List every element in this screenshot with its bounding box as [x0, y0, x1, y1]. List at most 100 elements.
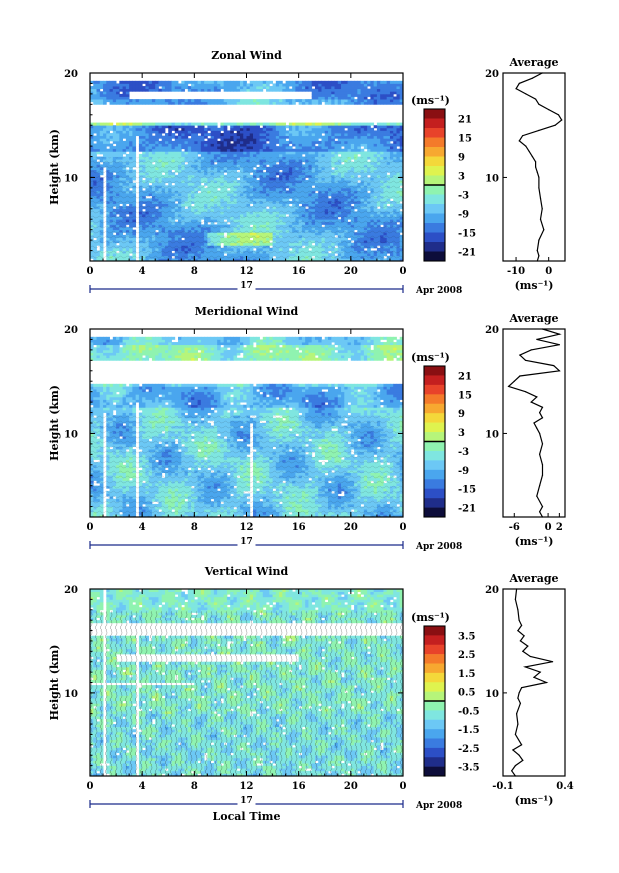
heatmap-cell [230, 143, 234, 147]
heatmap-cell [184, 80, 189, 84]
heatmap-cell [197, 101, 202, 105]
heatmap-cell [292, 133, 296, 137]
heatmap-cell [223, 86, 228, 90]
heatmap-cell [266, 146, 270, 150]
heatmap-cell [341, 135, 345, 139]
heatmap-cell [282, 125, 287, 129]
heatmap-cell [184, 143, 189, 147]
heatmap-cell [308, 148, 313, 152]
heatmap-cell [295, 140, 300, 144]
heatmap-cell [93, 86, 97, 90]
heatmap-cell [119, 143, 123, 147]
heatmap-cell [174, 125, 179, 129]
heatmap-cell [125, 130, 130, 134]
heatmap-cell [200, 140, 205, 144]
heatmap-cell [233, 101, 238, 105]
heatmap-cell [194, 138, 198, 142]
heatmap-cell [171, 86, 176, 90]
heatmap-cell [246, 127, 251, 131]
heatmap-cell [256, 99, 260, 103]
heatmap-cell [230, 146, 234, 150]
heatmap-cell [233, 153, 238, 157]
heatmap-cell [350, 151, 355, 155]
heatmap-cell [314, 138, 319, 142]
heatmap-cell [145, 138, 150, 142]
heatmap-cell [321, 122, 326, 126]
heatmap-cell [295, 138, 300, 142]
heatmap-cell [164, 83, 169, 87]
heatmap-cell [301, 138, 306, 142]
heatmap-cell [233, 151, 238, 155]
heatmap-cell [116, 83, 120, 87]
heatmap-cell [106, 133, 110, 137]
heatmap-cell [243, 99, 247, 103]
heatmap-cell [122, 148, 127, 152]
heatmap-cell [135, 83, 140, 87]
heatmap-cell [314, 93, 319, 97]
heatmap-cell [347, 93, 352, 97]
heatmap-cell [119, 83, 123, 87]
heatmap-cell [207, 146, 212, 150]
heatmap-cell [360, 153, 365, 157]
heatmap-cell [155, 101, 159, 105]
heatmap-cell [246, 88, 251, 92]
heatmap-cell [341, 125, 345, 129]
heatmap-cell [262, 153, 267, 157]
heatmap-cell [337, 83, 342, 87]
heatmap-cell [96, 99, 101, 103]
heatmap-cell [292, 135, 296, 139]
heatmap-cell [191, 130, 195, 134]
heatmap-cell [213, 151, 218, 155]
heatmap-cell [223, 133, 228, 137]
heatmap-cell [350, 127, 355, 131]
heatmap-cell [148, 138, 153, 142]
heatmap-cell [314, 130, 319, 134]
heatmap-cell [350, 86, 355, 90]
heatmap-cell [334, 88, 339, 92]
heatmap-cell [220, 122, 225, 126]
heatmap-cell [347, 88, 352, 92]
heatmap-cell [132, 99, 137, 103]
heatmap-cell [321, 99, 326, 103]
heatmap-cell [132, 83, 137, 87]
heatmap-cell [367, 143, 371, 147]
heatmap-cell [328, 130, 332, 134]
heatmap-cell [308, 143, 313, 147]
heatmap-cell [272, 127, 277, 131]
heatmap-cell [93, 101, 97, 105]
heatmap-cell [305, 138, 309, 142]
heatmap-cell [220, 125, 225, 129]
heatmap-cell [138, 127, 143, 131]
heatmap-cell [341, 148, 345, 152]
heatmap-cell [194, 146, 198, 150]
heatmap-cell [308, 101, 313, 105]
heatmap-cell [161, 88, 166, 92]
heatmap-cell [328, 146, 332, 150]
heatmap-cell [373, 146, 378, 150]
heatmap-cell [230, 130, 234, 134]
heatmap-cell [158, 125, 163, 129]
heatmap-cell [210, 143, 215, 147]
heatmap-cell [194, 153, 198, 157]
heatmap-cell [373, 148, 378, 152]
heatmap-cell [187, 151, 192, 155]
heatmap-cell [171, 99, 176, 103]
heatmap-cell [204, 99, 208, 103]
heatmap-cell [282, 148, 287, 152]
heatmap-cell [155, 83, 159, 87]
heatmap-cell [253, 146, 257, 150]
heatmap-cell [256, 127, 260, 131]
heatmap-cell [328, 138, 332, 142]
heatmap-cell [301, 86, 306, 90]
heatmap-cell [370, 133, 375, 137]
heatmap-cell [103, 122, 107, 126]
heatmap-cell [354, 93, 358, 97]
heatmap-cell [194, 151, 198, 155]
heatmap-cell [373, 130, 378, 134]
heatmap-cell [350, 143, 355, 147]
heatmap-cell [142, 138, 146, 142]
heatmap-cell [292, 130, 296, 134]
heatmap-cell [119, 96, 123, 100]
heatmap-cell [275, 86, 280, 90]
heatmap-cell [129, 80, 133, 84]
